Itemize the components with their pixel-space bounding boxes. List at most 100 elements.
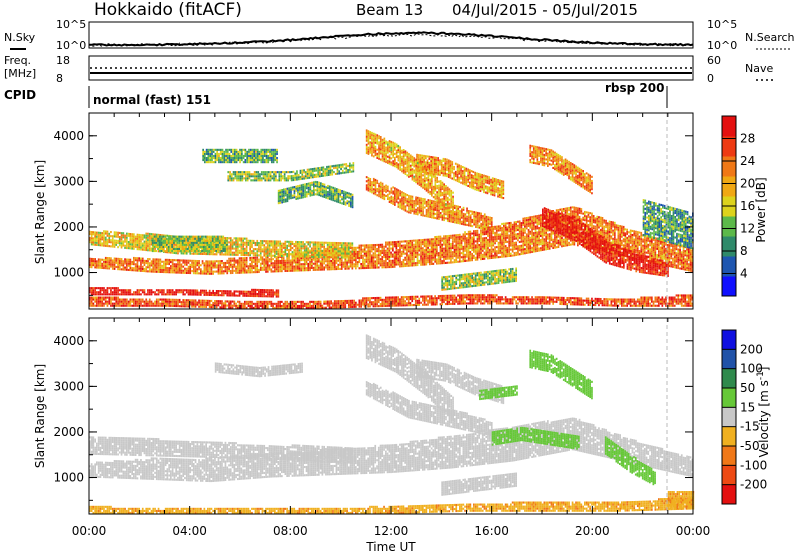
power-cell [151,243,154,246]
power-cell [626,239,628,242]
power-cell [240,245,243,248]
power-cell [399,248,401,251]
power-cell [513,241,516,244]
power-cell [483,239,486,242]
power-cell [300,269,303,272]
power-cell [427,240,429,243]
power-cell [407,258,410,261]
power-cell [429,256,431,259]
power-cell [224,264,227,267]
power-cell [369,262,371,265]
power-cell [326,256,329,259]
power-cell [166,262,169,265]
power-cell [153,235,156,238]
power-cell [94,231,96,234]
power-cell [333,250,336,253]
power-cell [675,264,678,267]
power-cell [527,241,530,244]
power-cell [617,224,620,227]
power-cell [348,244,350,247]
power-cell [400,240,403,243]
power-cell [525,243,528,246]
power-cell [654,243,657,246]
power-cell [638,241,641,244]
power-cell [141,234,144,237]
power-cell [339,267,341,270]
power-cell [251,252,253,255]
power-cell [437,258,440,261]
power-cell [451,261,454,264]
power-cell [188,243,191,246]
power-cell [538,237,540,240]
power-cell [689,253,692,256]
power-cell [504,249,507,252]
power-cell [457,250,459,253]
power-cell [342,252,345,255]
power-cell [217,270,220,273]
power-cell [171,241,173,244]
power-cell [527,220,530,223]
power-cell [185,235,188,238]
power-cell [312,253,315,256]
power-cell [369,252,371,255]
power-cell [279,244,281,247]
power-cell [330,254,332,257]
power-cell [531,226,533,229]
power-cell [362,244,364,247]
power-cell [522,219,525,222]
power-cell [441,243,443,246]
power-cell [414,241,417,244]
power-cell [298,259,301,262]
power-cell [680,267,683,270]
power-cell [654,247,657,250]
power-cell [185,259,188,262]
power-cell [337,267,340,270]
power-cell [213,247,216,250]
power-cell [222,253,225,256]
power-cell [617,232,620,235]
power-cell [192,241,195,244]
power-cell [525,221,528,224]
power-cell [497,252,500,255]
power-cell [263,254,266,257]
power-cell [467,247,470,250]
power-cell [94,239,96,242]
power-cell [353,253,355,256]
power-cell [319,251,322,254]
power-cell [444,237,447,240]
power-cell [483,255,486,258]
power-cell [548,241,551,244]
power-cell [414,245,417,248]
power-cell [492,226,495,229]
power-cell [548,237,551,240]
power-cell [217,260,220,263]
power-cell [399,253,401,256]
power-cell [436,254,438,257]
power-cell [148,258,151,261]
power-cell [169,237,172,240]
power-cell [332,254,334,257]
power-cell [360,252,362,255]
power-cell [342,254,345,257]
power-cell [555,240,558,243]
power-cell [147,232,149,235]
power-cell [654,239,657,242]
power-cell [200,272,202,275]
power-cell [325,247,327,250]
power-cell [346,259,348,262]
power-cell [342,261,345,264]
power-cell [204,241,207,244]
power-cell [453,244,456,247]
power-cell [460,246,463,249]
power-cell [476,250,479,253]
power-cell [355,261,357,264]
power-cell [201,270,204,273]
power-cell [309,249,311,252]
power-cell [427,259,429,262]
power-cell [194,272,197,275]
power-cell [272,264,274,267]
power-cell [547,229,549,232]
power-cell [566,238,569,241]
power-cell [474,248,477,251]
